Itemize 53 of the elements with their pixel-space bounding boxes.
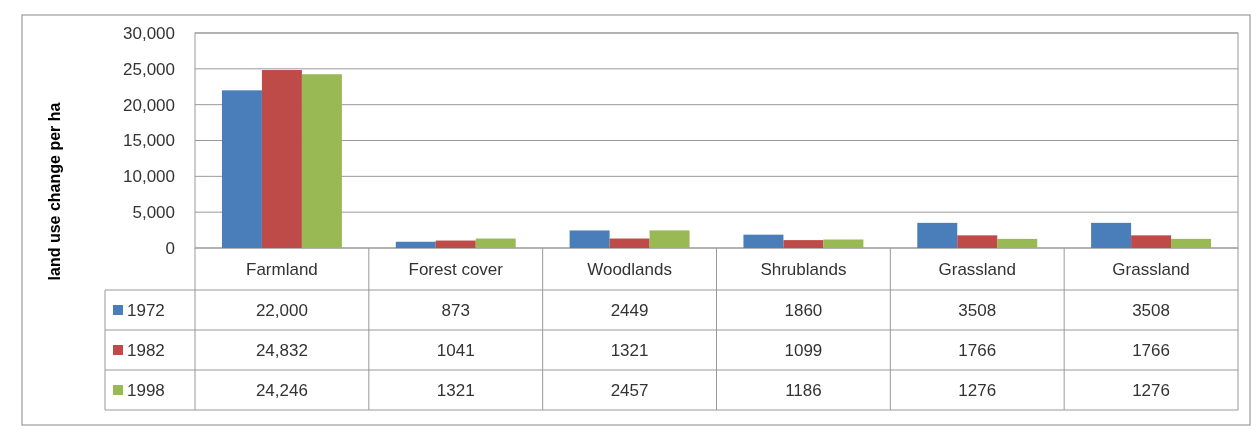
bar [1131,235,1172,248]
x-tick-label: Forest cover [408,259,504,279]
data-label: 2457 [610,380,649,400]
y-tick-label: 0 [165,238,175,258]
bar [997,238,1038,248]
data-label: 3508 [1132,300,1170,320]
y-tick-label: 20,000 [123,95,175,115]
bar [569,230,610,248]
data-label: 1041 [436,340,475,360]
y-tick-label: 10,000 [123,167,175,187]
x-tick-label: Woodlands [587,259,672,279]
data-label: 1276 [958,380,997,400]
y-axis-title: land use change per ha [46,102,63,281]
legend-label: 1982 [127,340,165,360]
data-label: 1321 [436,380,475,400]
data-label: 24,246 [255,380,308,400]
bar [743,234,784,248]
bar [435,240,476,248]
bar [395,241,436,248]
bar [261,70,302,248]
data-label: 1766 [958,340,997,360]
x-tick-label: Grassland [1112,259,1190,279]
data-label: 1766 [1132,340,1170,360]
data-label: 1276 [1132,380,1170,400]
bar [649,230,690,248]
x-tick-label: Farmland [246,259,318,279]
bar [301,74,342,248]
y-tick-label: 25,000 [123,59,175,79]
bar [609,238,650,248]
y-tick-label: 5,000 [132,203,175,223]
legend-label: 1972 [127,300,165,320]
legend-label: 1998 [127,380,165,400]
bar [823,239,864,248]
data-label: 1860 [784,300,823,320]
bar [957,235,998,248]
data-label: 22,000 [255,300,308,320]
x-tick-label: Shrublands [760,259,847,279]
bar [917,222,958,248]
bar [1091,222,1132,248]
bar [783,240,824,248]
bar [221,90,262,248]
bar [1171,238,1212,248]
data-label: 3508 [958,300,997,320]
bar [475,238,516,248]
y-tick-label: 30,000 [123,23,175,43]
data-label: 1321 [610,340,649,360]
data-label: 1099 [784,340,823,360]
y-tick-label: 15,000 [123,131,175,151]
data-label: 1186 [785,380,822,400]
data-label: 24,832 [255,340,308,360]
data-label: 2449 [610,300,649,320]
data-label: 873 [441,300,470,320]
x-tick-label: Grassland [938,259,1016,279]
